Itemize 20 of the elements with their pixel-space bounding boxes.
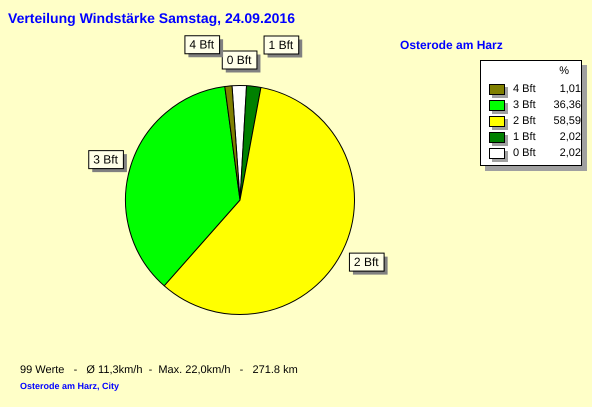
legend-label: 4 Bft	[513, 83, 537, 95]
legend-label: 2 Bft	[513, 115, 537, 127]
slice-label: 1 Bft	[268, 38, 294, 52]
chart-subtitle: Osterode am Harz	[400, 38, 503, 52]
data-label: 1,01	[558, 83, 581, 95]
legend-label: 1 Bft	[513, 131, 537, 143]
legend-label: 0 Bft	[513, 147, 537, 159]
slice-label: 0 Bft	[226, 52, 252, 67]
data-label: 2,02	[558, 147, 581, 159]
text: Osterode am Harz, City	[20, 381, 120, 391]
chart-title: Verteilung Windstärke Samstag, 24.09.2016	[8, 10, 296, 26]
slice-label: 3 Bft	[93, 152, 119, 166]
data-label: 2,02	[558, 131, 581, 143]
legend-label: 3 Bft	[513, 99, 537, 111]
slice-label: 2 Bft	[354, 254, 380, 269]
legend-title: %	[558, 65, 570, 79]
text: 99 Werte - Ø 11,3km/h - Max. 22,0km/h - 271.8 km	[20, 364, 298, 376]
slice-label: 4 Bft	[189, 38, 215, 52]
data-label: 36,36	[552, 99, 581, 111]
data-label: 58,59	[552, 115, 581, 127]
